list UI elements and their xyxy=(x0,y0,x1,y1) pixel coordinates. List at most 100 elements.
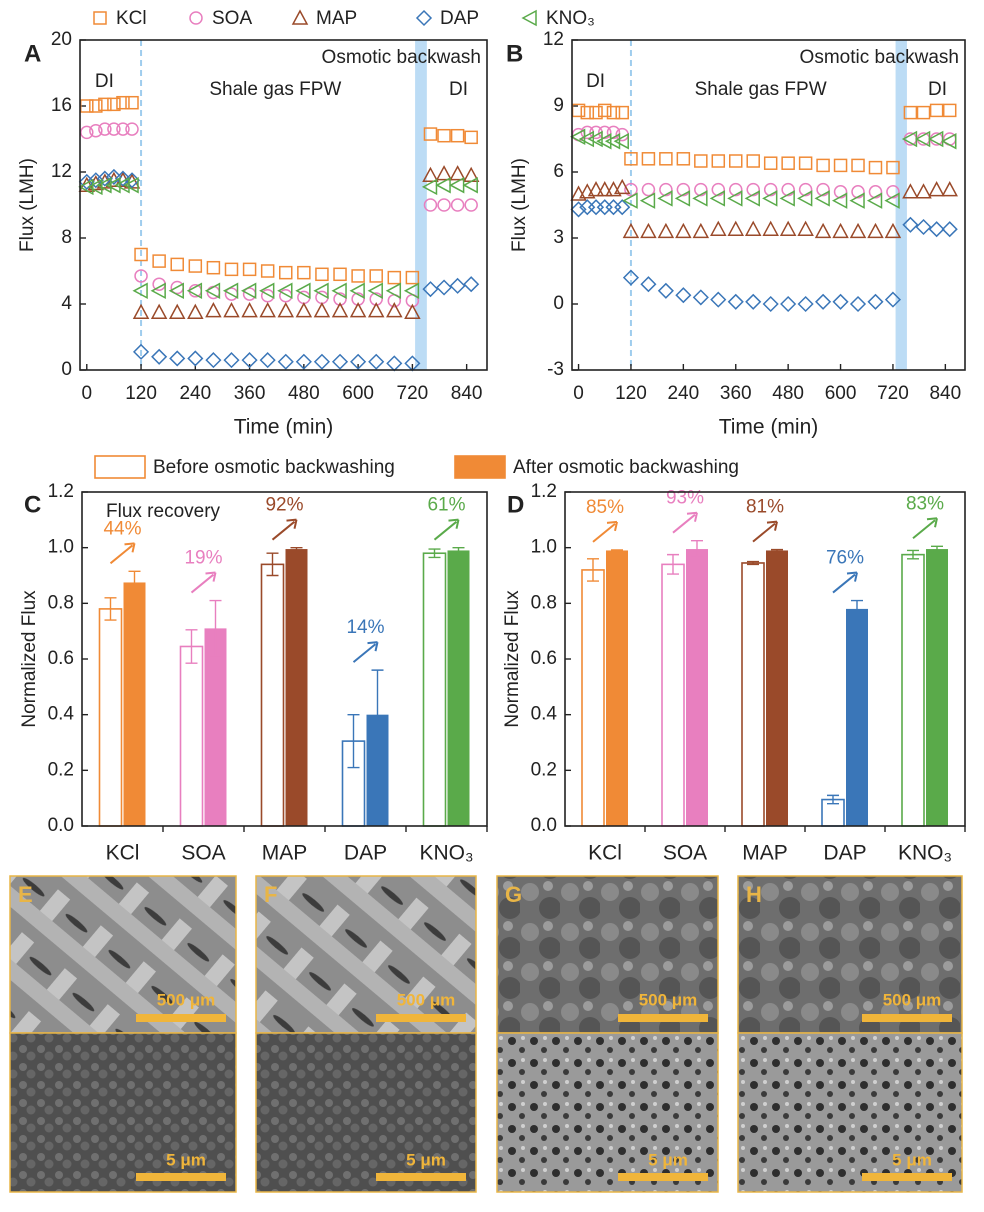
data-point xyxy=(114,170,132,187)
data-point xyxy=(780,295,797,313)
scale-bar xyxy=(376,1173,466,1181)
bar xyxy=(741,562,765,827)
bar xyxy=(204,628,227,826)
data-point xyxy=(886,185,900,199)
data-point xyxy=(437,198,451,212)
recovery-label: 93% xyxy=(666,488,704,509)
x-tick-label: 240 xyxy=(179,383,211,404)
legend-label: SOA xyxy=(212,8,252,29)
data-point xyxy=(815,293,832,310)
micrograph: E 500 μm 5 μm xyxy=(9,875,237,1193)
data-point xyxy=(640,276,657,293)
scale-label: 5 μm xyxy=(892,1150,932,1169)
scale-bar xyxy=(862,1014,952,1022)
data-point xyxy=(313,353,330,370)
data-point xyxy=(866,192,883,209)
data-point xyxy=(692,289,709,306)
data-point xyxy=(349,282,365,300)
error-bar xyxy=(371,669,384,760)
data-point xyxy=(606,125,621,140)
data-point xyxy=(351,269,365,283)
data-point xyxy=(744,190,760,207)
data-point xyxy=(116,95,130,110)
data-point xyxy=(657,190,673,207)
data-point xyxy=(435,279,453,296)
data-point xyxy=(831,192,848,209)
annotation: Flux recovery xyxy=(106,501,221,522)
data-point xyxy=(521,9,537,27)
legend-label: KNO₃ xyxy=(546,8,595,29)
data-point xyxy=(386,355,403,372)
data-point xyxy=(152,254,166,268)
recovery-arrow xyxy=(271,518,298,541)
plot-frame xyxy=(81,491,488,827)
data-point xyxy=(851,158,865,173)
data-point xyxy=(350,353,367,370)
legend-label: After osmotic backwashing xyxy=(513,457,739,478)
y-tick-label: 0 xyxy=(61,359,72,380)
scale-bar xyxy=(376,1014,466,1022)
data-point xyxy=(223,302,240,318)
x-tick-label: 720 xyxy=(397,383,429,404)
data-point xyxy=(295,302,313,318)
x-tick-label: KCl xyxy=(588,842,622,865)
sem-bottom xyxy=(9,1032,237,1193)
data-point xyxy=(614,199,631,216)
x-axis-title: Time (min) xyxy=(719,416,819,439)
data-point xyxy=(674,190,691,207)
sem-top xyxy=(737,875,963,1034)
panel-letter: B xyxy=(506,40,523,67)
data-point xyxy=(797,220,814,236)
data-point xyxy=(150,303,168,319)
scale-label: 500 μm xyxy=(397,990,456,1009)
data-point xyxy=(463,276,480,293)
data-point xyxy=(676,152,691,166)
scale-label: 500 μm xyxy=(639,990,698,1009)
data-point xyxy=(277,282,293,300)
data-point xyxy=(464,198,478,212)
data-point xyxy=(641,152,656,166)
y-tick-label: 4 xyxy=(61,293,72,314)
recovery-arrow xyxy=(190,571,217,594)
data-point xyxy=(744,220,762,236)
data-point xyxy=(692,190,708,207)
data-point xyxy=(624,152,638,166)
bar xyxy=(766,550,788,826)
x-tick-label: 120 xyxy=(125,383,157,404)
data-point xyxy=(403,282,420,300)
data-point xyxy=(241,352,258,369)
data-point xyxy=(781,156,795,170)
data-point xyxy=(150,282,166,300)
data-point xyxy=(78,178,94,196)
data-point xyxy=(613,132,629,150)
data-point xyxy=(189,11,203,25)
data-point xyxy=(297,265,311,280)
backwash-band xyxy=(895,40,907,370)
data-point xyxy=(729,154,743,168)
data-point xyxy=(295,353,312,370)
error-bar xyxy=(851,599,863,618)
legend-label: KCl xyxy=(116,8,147,29)
data-point xyxy=(415,9,433,27)
error-bar xyxy=(428,548,441,559)
data-point xyxy=(884,222,902,239)
data-point xyxy=(942,103,957,118)
error-bar xyxy=(691,540,703,559)
data-point xyxy=(404,303,421,319)
scale-label: 5 μm xyxy=(648,1150,688,1169)
data-point xyxy=(367,302,385,318)
recovery-arrow xyxy=(832,571,858,594)
data-point xyxy=(387,270,402,285)
y-axis-title: Normalized Flux xyxy=(19,590,40,728)
x-axis-title: Time (min) xyxy=(234,416,334,439)
data-point xyxy=(580,105,595,120)
error-bar xyxy=(931,545,943,553)
x-tick-label: 120 xyxy=(615,383,647,404)
legend-label: Before osmotic backwashing xyxy=(153,457,395,478)
data-point xyxy=(331,282,347,300)
data-point xyxy=(902,216,919,233)
y-tick-label: 0 xyxy=(553,293,564,314)
x-tick-label: DAP xyxy=(823,842,866,865)
sem-bottom xyxy=(496,1032,719,1193)
data-point xyxy=(259,282,275,300)
